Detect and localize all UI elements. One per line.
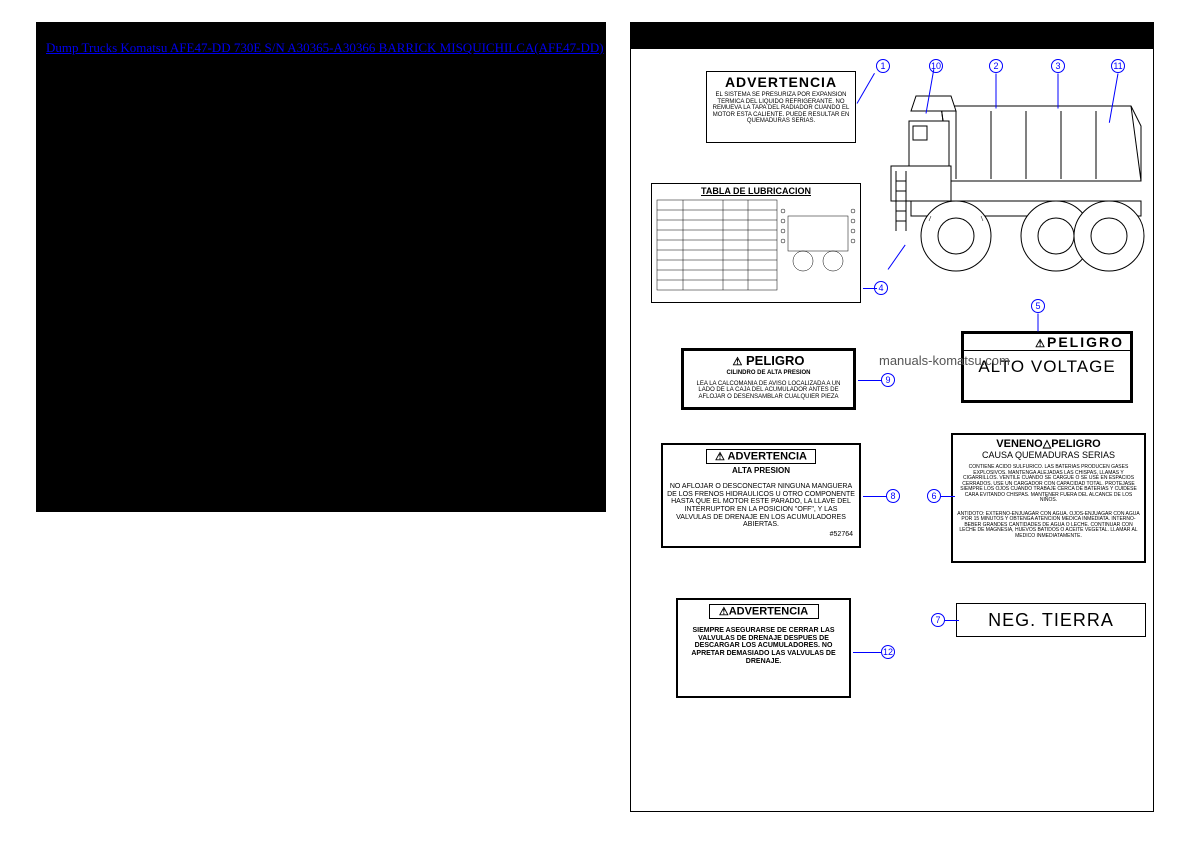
label-title: ⚠PELIGRO [964,334,1130,351]
callout-7: 7 [931,613,945,627]
label-veneno-peligro: VENENO△PELIGRO CAUSA QUEMADURAS SERIAS C… [951,433,1146,563]
warning-triangle-icon: ⚠ [732,355,742,368]
label-title: ADVERTENCIA [707,74,855,90]
callout-6: 6 [927,489,941,503]
callout-5: 5 [1031,299,1045,313]
breadcrumb-link-2[interactable]: Komatsu [120,40,167,55]
callout-12: 12 [881,645,895,659]
callout-line [857,73,875,104]
callout-line [853,652,881,653]
left-dark-panel: Dump Trucks Komatsu AFE47-DD 730E S/N A3… [36,22,606,512]
callout-2: 2 [989,59,1003,73]
diagram-top-bar [631,23,1153,49]
callout-line [1038,314,1039,332]
label-advertencia-alta-presion: ⚠ ADVERTENCIA ALTA PRESION NO AFLOJAR O … [661,443,861,548]
label-body-2: ANTIDOTO: EXTERNO-ENJUAGAR CON AGUA. OJO… [953,510,1144,542]
label-text: NEG. TIERRA [957,604,1145,636]
label-tabla-lubricacion: TABLA DE LUBRICACION [651,183,861,303]
label-title: TABLA DE LUBRICACION [652,186,860,196]
callout-9: 9 [881,373,895,387]
breadcrumb-link-3[interactable]: AFE47-DD 730E S/N A30365-A30366 BARRICK … [170,40,604,55]
label-peligro-cilindro: ⚠ PELIGRO CILINDRO DE ALTA PRESION LEA L… [681,348,856,410]
label-title: ⚠ADVERTENCIA [709,604,819,619]
callout-3: 3 [1051,59,1065,73]
watermark-text: manuals-komatsu.com [879,353,1010,368]
label-title: ⚠ ADVERTENCIA [706,449,816,464]
callout-8: 8 [886,489,900,503]
callout-line [941,496,955,497]
label-body: LEA LA CALCOMANIA DE AVISO LOCALIZADA A … [684,379,853,403]
lubrication-table-graphic [653,196,859,296]
label-title: VENENO△PELIGRO [953,437,1144,450]
label-subtitle: CAUSA QUEMADURAS SERIAS [953,450,1144,460]
dump-truck-illustration [881,71,1151,281]
warning-triangle-icon: ⚠ [719,605,729,618]
label-body-1: CONTIENE ACIDO SULFURICO. LAS BATERIAS P… [953,463,1144,506]
callout-10: 10 [929,59,943,73]
callout-line [996,74,997,109]
label-advertencia-drenaje: ⚠ADVERTENCIA SIEMPRE ASEGURARSE DE CERRA… [676,598,851,698]
callout-11: 11 [1111,59,1125,73]
warning-triangle-icon: ⚠ [715,450,725,463]
callout-line [945,620,959,621]
label-body: EL SISTEMA SE PRESURIZA POR EXPANSION TE… [707,90,855,127]
label-body: SIEMPRE ASEGURARSE DE CERRAR LAS VALVULA… [678,625,849,667]
label-title: ⚠ PELIGRO [684,353,853,368]
label-subtitle: ALTA PRESION [663,466,859,475]
label-neg-tierra: NEG. TIERRA [956,603,1146,637]
warning-triangle-icon: ⚠ [1035,337,1047,350]
callout-line [863,496,887,497]
callout-line [858,380,882,381]
callout-line [863,288,877,289]
callout-1: 1 [876,59,890,73]
callout-line [1058,74,1059,109]
label-body: NO AFLOJAR O DESCONECTAR NINGUNA MANGUER… [663,481,859,531]
breadcrumb-link-1[interactable]: Dump Trucks [46,40,117,55]
label-code: #52764 [663,531,859,538]
label-subtitle: CILINDRO DE ALTA PRESION [684,368,853,379]
diagram-panel: ADVERTENCIA EL SISTEMA SE PRESURIZA POR … [630,22,1154,812]
breadcrumb: Dump Trucks Komatsu AFE47-DD 730E S/N A3… [46,40,604,56]
label-advertencia-expansion: ADVERTENCIA EL SISTEMA SE PRESURIZA POR … [706,71,856,143]
